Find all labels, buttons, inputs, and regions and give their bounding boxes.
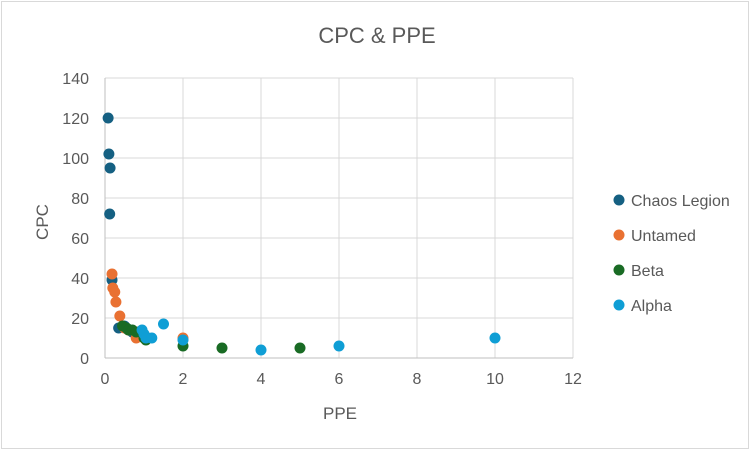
- legend-label: Alpha: [631, 298, 672, 315]
- legend-label: Beta: [631, 263, 664, 280]
- data-point: [255, 344, 267, 356]
- y-tick-label: 100: [62, 151, 89, 168]
- data-point: [146, 332, 158, 344]
- data-point: [294, 342, 306, 354]
- gridlines: [105, 77, 574, 358]
- chart-frame: 0 2 4 6 8 10 12 0 20 40 60 80 100 120 140 CPC & PPE P…: [1, 1, 749, 449]
- data-point: [110, 296, 122, 308]
- y-tick-label: 140: [62, 71, 89, 88]
- y-tick-label: 60: [71, 231, 89, 248]
- data-point: [106, 268, 118, 280]
- x-tick-label: 4: [257, 371, 266, 388]
- y-tick-label: 80: [71, 191, 89, 208]
- legend-label: Untamed: [631, 228, 696, 245]
- data-point: [177, 334, 189, 346]
- data-point: [104, 162, 116, 174]
- data-point: [216, 342, 228, 354]
- legend-label: Chaos Legion: [631, 193, 730, 210]
- legend-marker: [613, 194, 625, 206]
- axes: [104, 78, 573, 359]
- x-tick-label: 8: [413, 371, 422, 388]
- legend-marker: [613, 299, 625, 311]
- legend: Chaos Legion Untamed Beta Alpha: [613, 193, 730, 315]
- chart-title: CPC & PPE: [318, 23, 435, 48]
- x-tick-label: 10: [486, 371, 504, 388]
- data-point: [102, 112, 114, 124]
- data-point: [333, 340, 345, 352]
- y-tick-label: 40: [71, 271, 89, 288]
- y-axis-label: CPC: [33, 204, 52, 240]
- y-tick-label: 20: [71, 311, 89, 328]
- data-point: [158, 318, 169, 330]
- x-tick-label: 2: [179, 371, 188, 388]
- x-axis-label: PPE: [323, 404, 357, 423]
- legend-marker: [613, 264, 625, 276]
- data-point: [114, 310, 126, 322]
- legend-marker: [613, 229, 625, 241]
- x-tick-label: 6: [335, 371, 344, 388]
- y-tick-labels: 0 20 40 60 80 100 120 140: [62, 71, 89, 368]
- data-point: [109, 286, 121, 298]
- data-points: [102, 112, 501, 356]
- data-point: [104, 208, 116, 220]
- data-point: [489, 332, 501, 344]
- data-point: [103, 148, 115, 160]
- scatter-chart: 0 2 4 6 8 10 12 0 20 40 60 80 100 120 140 CPC & PPE P…: [33, 23, 730, 423]
- y-tick-label: 0: [80, 351, 89, 368]
- y-tick-label: 120: [62, 111, 89, 128]
- x-tick-label: 0: [101, 371, 110, 388]
- x-tick-labels: 0 2 4 6 8 10 12: [101, 371, 582, 388]
- x-tick-label: 12: [564, 371, 582, 388]
